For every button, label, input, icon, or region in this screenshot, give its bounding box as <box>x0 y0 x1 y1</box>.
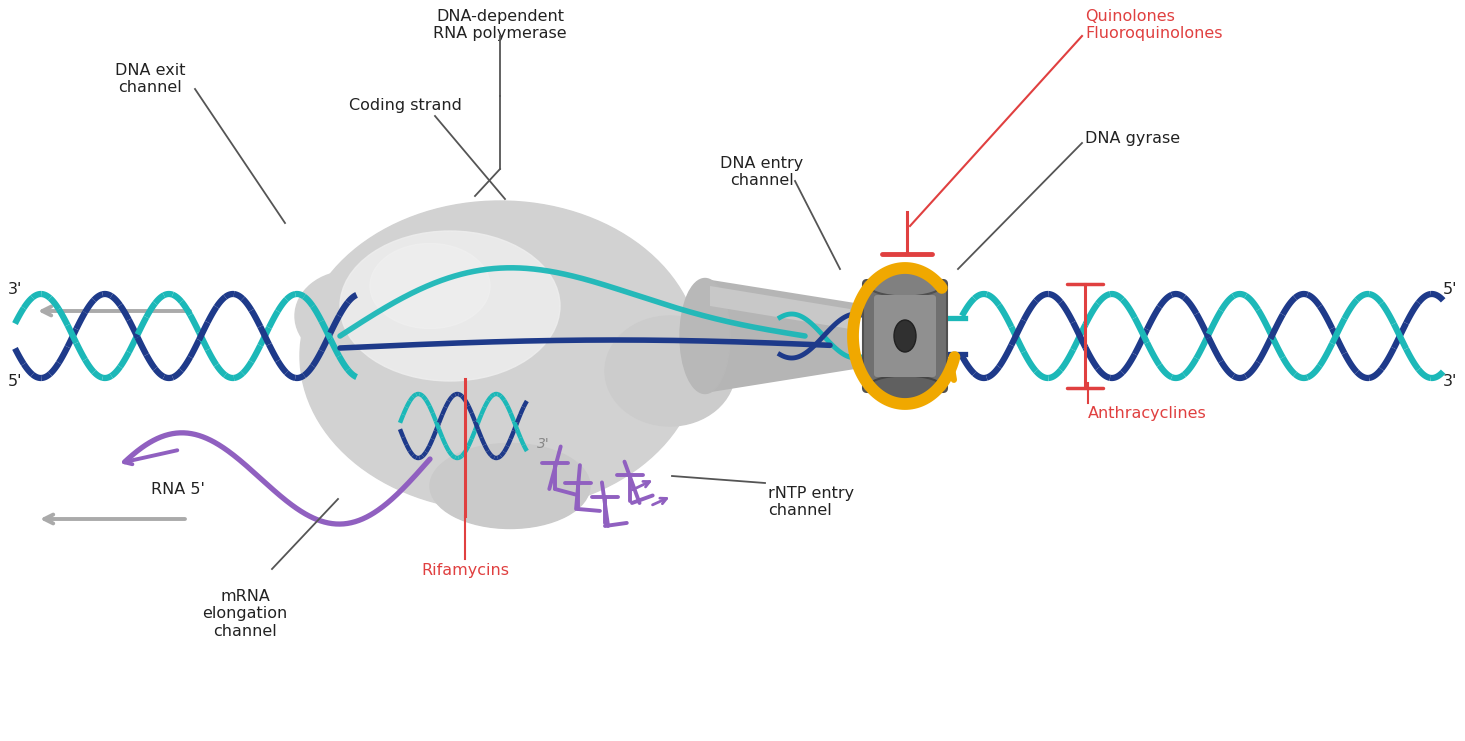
Polygon shape <box>705 279 856 393</box>
Text: DNA gyrase: DNA gyrase <box>1086 131 1181 146</box>
Polygon shape <box>711 286 850 329</box>
Ellipse shape <box>431 444 590 528</box>
Text: 5': 5' <box>1443 282 1458 296</box>
Text: DNA exit
channel: DNA exit channel <box>114 63 185 96</box>
Text: Rifamycins: Rifamycins <box>420 563 508 578</box>
Ellipse shape <box>680 279 730 393</box>
Ellipse shape <box>371 244 489 328</box>
Text: DNA-dependent
RNA polymerase: DNA-dependent RNA polymerase <box>434 9 567 41</box>
Text: Anthracyclines: Anthracyclines <box>1088 406 1207 421</box>
Text: 3': 3' <box>538 437 549 451</box>
Text: 3': 3' <box>1443 373 1458 388</box>
Ellipse shape <box>340 231 560 381</box>
Ellipse shape <box>867 376 943 400</box>
Ellipse shape <box>605 316 735 426</box>
Ellipse shape <box>894 320 916 352</box>
Ellipse shape <box>867 271 943 296</box>
Text: rNTP entry
channel: rNTP entry channel <box>768 486 854 519</box>
Text: DNA entry
channel: DNA entry channel <box>721 156 804 188</box>
Text: RNA 5': RNA 5' <box>151 482 205 496</box>
Text: 5': 5' <box>7 373 22 388</box>
Ellipse shape <box>300 201 700 511</box>
Text: Quinolones
Fluoroquinolones: Quinolones Fluoroquinolones <box>1086 9 1222 41</box>
Text: mRNA
elongation
channel: mRNA elongation channel <box>202 589 287 639</box>
FancyBboxPatch shape <box>863 280 946 392</box>
Ellipse shape <box>294 271 404 361</box>
Text: 3': 3' <box>7 282 22 296</box>
FancyBboxPatch shape <box>875 295 936 377</box>
Text: Coding strand: Coding strand <box>349 98 461 113</box>
